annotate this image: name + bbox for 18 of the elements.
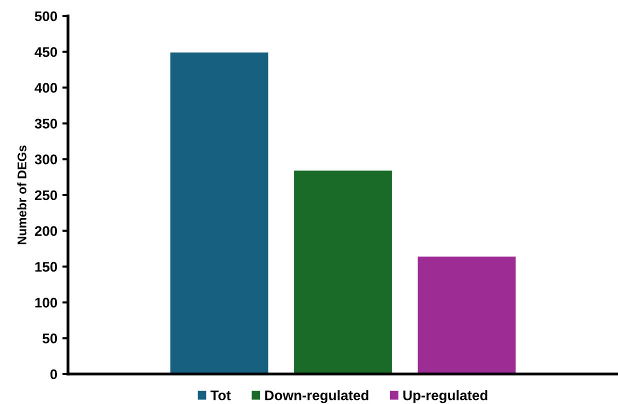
bar [170,52,268,374]
y-tick-label: 200 [34,226,58,236]
legend-label: Tot [210,390,231,400]
y-tick-label: 300 [34,154,58,164]
y-tick-label: 100 [35,298,58,308]
y-tick-label: 400 [34,82,58,93]
legend-label: Up-regulated [403,390,488,404]
y-tick-label: 500 [34,11,58,22]
y-tick-label: 150 [35,262,58,272]
y-tick-label: 0 [50,369,58,380]
bar [294,170,392,374]
y-tick-label: 250 [34,190,58,200]
legend-label: Down-regulated [265,390,368,404]
y-tick-label: 50 [42,334,58,344]
y-tick-label: 450 [34,47,58,57]
bar [418,256,516,374]
y-axis-title: Numebr of DEGs [17,146,26,244]
y-tick-label: 350 [34,118,58,129]
